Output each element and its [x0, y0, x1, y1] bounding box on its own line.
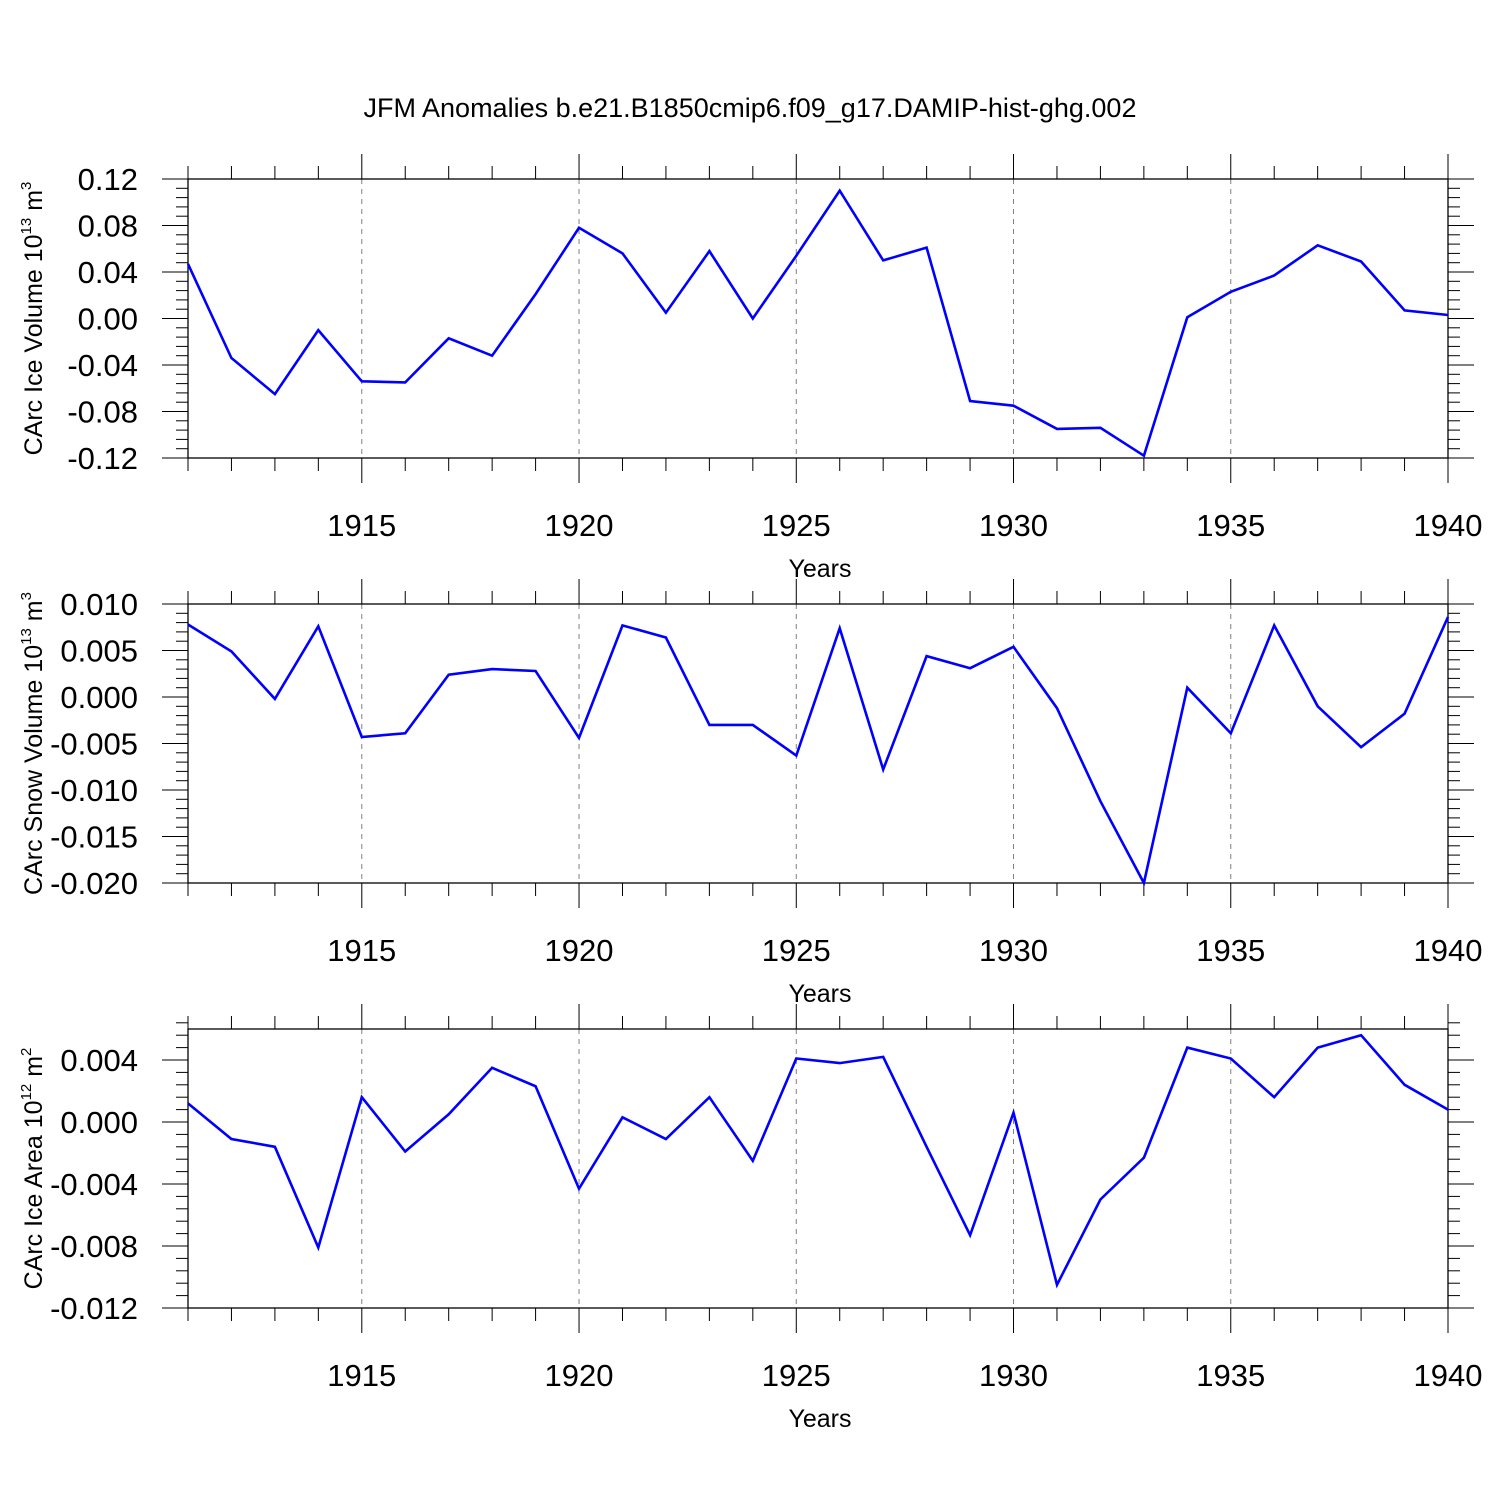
- y-tick-label: 0.000: [60, 1105, 138, 1140]
- x-tick-label: 1940: [1414, 1358, 1483, 1393]
- series-line: [187, 616, 1450, 887]
- panel-2: 1915 1920 1925 1930 1935 1940 0.010 0.005 0.000 -…: [18, 579, 1482, 1008]
- chart-title: JFM Anomalies b.e21.B1850cmip6.f09_g17.D…: [364, 93, 1137, 123]
- x-tick-label: 1915: [327, 508, 396, 543]
- y-tick-label: -0.008: [50, 1229, 138, 1264]
- x-tick-label: 1915: [327, 1358, 396, 1393]
- y-tick-label: -0.004: [50, 1167, 138, 1202]
- y-axis-label: CArc Ice Volume 1013 m3: [18, 182, 48, 456]
- x-tick-label: 1915: [327, 933, 396, 968]
- y-axis-label-text: CArc Snow Volume 10: [20, 645, 48, 895]
- x-tick-label: 1920: [545, 1358, 614, 1393]
- plot-frame: [187, 603, 1449, 884]
- series-line: [187, 1033, 1449, 1289]
- y-tick-label: -0.08: [67, 395, 138, 430]
- x-tick-label: 1925: [762, 1358, 831, 1393]
- y-tick-label: -0.012: [50, 1291, 138, 1326]
- y-tick-label: -0.010: [50, 773, 138, 808]
- y-tick-label: 0.004: [60, 1043, 138, 1078]
- panel-3: 1915 1920 1925 1930 1935 1940 0.004 0.000 -0.004…: [18, 1004, 1482, 1433]
- series-line: [186, 188, 1449, 458]
- x-tick-label: 1935: [1196, 933, 1265, 968]
- y-axis-label-text: m: [20, 1056, 48, 1084]
- y-axis-label-superscript: 13: [18, 628, 35, 645]
- y-tick-label: 0.000: [60, 680, 138, 715]
- y-axis-label-superscript: 12: [18, 1084, 35, 1101]
- y-tick-label: 0.00: [78, 302, 138, 337]
- y-tick-label: 0.005: [60, 634, 138, 669]
- x-tick-label: 1920: [545, 508, 614, 543]
- y-tick-label: 0.08: [78, 209, 138, 244]
- y-axis-label-text: m: [20, 600, 48, 628]
- x-tick-label: 1935: [1196, 508, 1265, 543]
- x-tick-label: 1920: [545, 933, 614, 968]
- x-tick-label: 1940: [1414, 933, 1483, 968]
- x-axis-label: Years: [788, 980, 851, 1008]
- y-tick-label: 0.010: [60, 587, 138, 622]
- y-axis-label-superscript: 2: [18, 1048, 35, 1056]
- x-tick-label: 1930: [979, 1358, 1048, 1393]
- y-tick-label: -0.005: [50, 727, 138, 762]
- x-axis-label: Years: [788, 555, 851, 583]
- y-tick-label: -0.020: [50, 866, 138, 901]
- panel-1: 1915 1920 1925 1930 1935 1940 0.12 0.08 0.04 0.00…: [18, 154, 1482, 583]
- plot-frame: [187, 1028, 1449, 1309]
- y-axis-label-text: CArc Ice Volume 10: [20, 234, 48, 455]
- y-tick-label: 0.12: [78, 162, 138, 197]
- y-axis-label-superscript: 3: [18, 592, 35, 600]
- y-axis-label-text: CArc Ice Area 10: [20, 1100, 48, 1289]
- x-tick-label: 1925: [762, 933, 831, 968]
- y-axis-label-text: m: [20, 190, 48, 218]
- x-tick-label: 1925: [762, 508, 831, 543]
- x-tick-label: 1930: [979, 508, 1048, 543]
- x-tick-label: 1930: [979, 933, 1048, 968]
- y-axis-label: CArc Ice Area 1012 m2: [18, 1048, 48, 1290]
- y-tick-label: -0.015: [50, 820, 138, 855]
- y-axis-label-superscript: 3: [18, 182, 35, 190]
- panels: 1915 1920 1925 1930 1935 1940 0.12 0.08 0.04 0.00…: [18, 154, 1482, 1433]
- y-tick-label: -0.04: [67, 348, 138, 383]
- y-axis-label-superscript: 13: [18, 218, 35, 235]
- y-axis-label: CArc Snow Volume 1013 m3: [18, 592, 48, 895]
- y-tick-label: -0.12: [67, 441, 138, 476]
- x-tick-label: 1940: [1414, 508, 1483, 543]
- x-tick-label: 1935: [1196, 1358, 1265, 1393]
- x-axis-label: Years: [788, 1405, 851, 1433]
- y-tick-label: 0.04: [78, 255, 138, 290]
